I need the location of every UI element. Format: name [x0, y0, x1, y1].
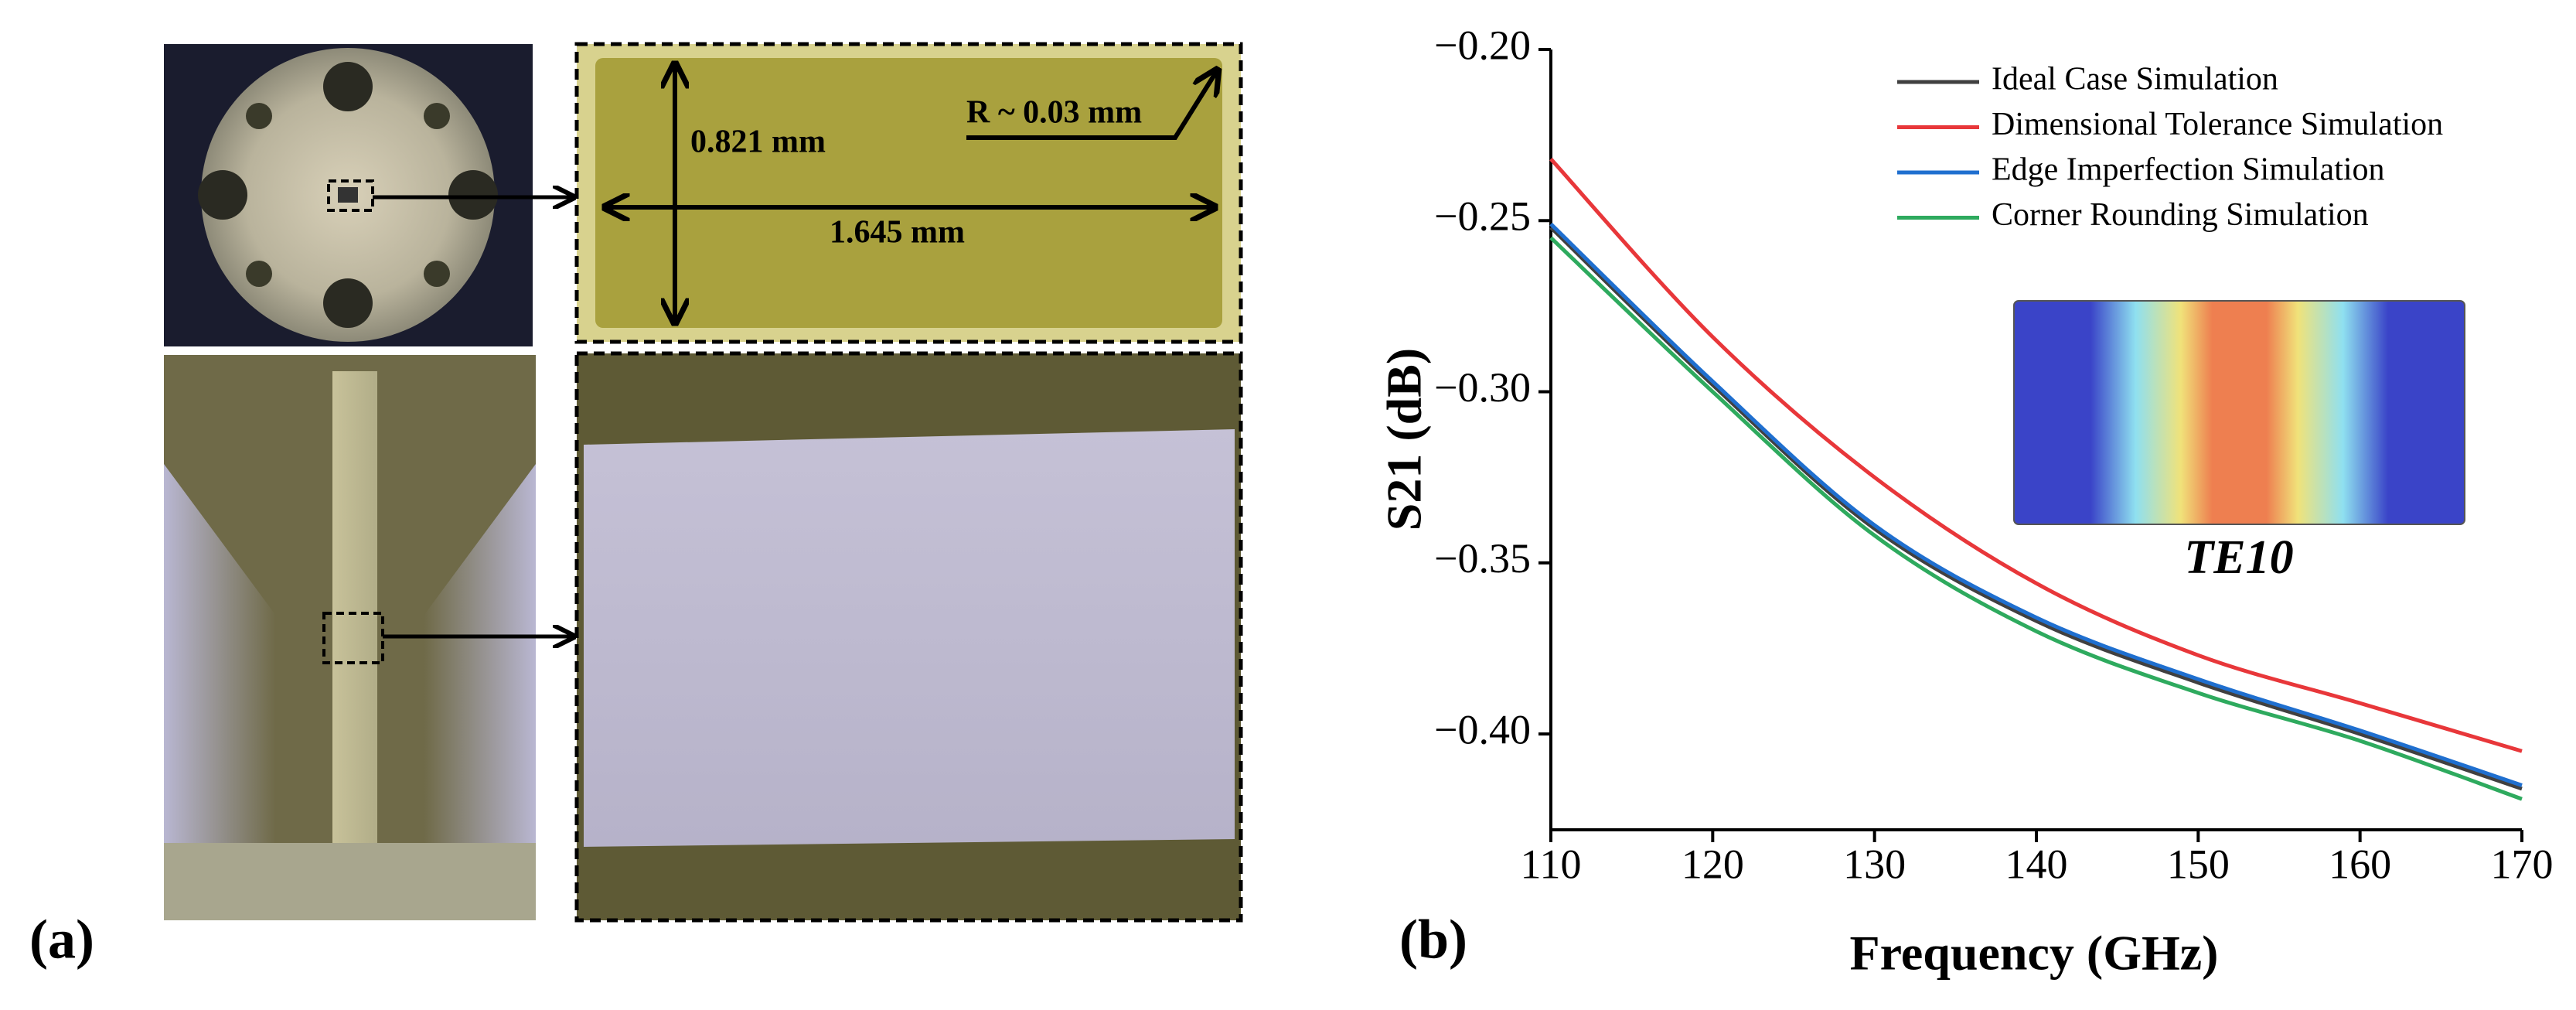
te10-field-map: [2013, 300, 2465, 525]
y-tick-label: −0.30: [1434, 364, 1531, 411]
y-tick-label: −0.20: [1434, 22, 1531, 68]
legend-label: Ideal Case Simulation: [1992, 62, 2278, 97]
axes: [1549, 49, 2522, 831]
photo-waveguide-side: [164, 355, 536, 920]
x-tick-label: 110: [1521, 841, 1582, 887]
y-tick-label: −0.25: [1434, 193, 1531, 240]
x-tick-label: 170: [2491, 841, 2554, 887]
x-axis-title: Frequency (GHz): [1850, 926, 2219, 981]
panel-label: (b): [1399, 909, 1467, 971]
series-line: [1549, 226, 2523, 791]
inset-label: TE10: [2184, 531, 2293, 584]
legend-label: Corner Rounding Simulation: [1992, 197, 2369, 233]
legend-label: Dimensional Tolerance Simulation: [1992, 107, 2443, 142]
width-label: 1.645 mm: [830, 215, 965, 251]
series-line: [1549, 222, 2523, 787]
series-line: [1549, 236, 2523, 801]
legend-label: Edge Imperfection Simulation: [1992, 152, 2385, 188]
series-line: [1549, 157, 2523, 753]
radius-label: R ~ 0.03 mm: [966, 95, 1142, 131]
x-tick-label: 130: [1843, 841, 1906, 887]
height-label: 0.821 mm: [690, 125, 826, 160]
x-tick-label: 140: [2005, 841, 2068, 887]
x-tick-label: 150: [2167, 841, 2230, 887]
y-tick-label: −0.35: [1434, 535, 1531, 582]
x-tick-label: 160: [2329, 841, 2391, 887]
photo-aperture: [574, 42, 1243, 344]
panel-label: (a): [29, 909, 94, 971]
y-axis-title: S21 (dB): [1377, 348, 1432, 531]
photo-surface: [574, 351, 1243, 923]
x-tick-label: 120: [1682, 841, 1744, 887]
y-tick-label: −0.40: [1434, 706, 1531, 752]
